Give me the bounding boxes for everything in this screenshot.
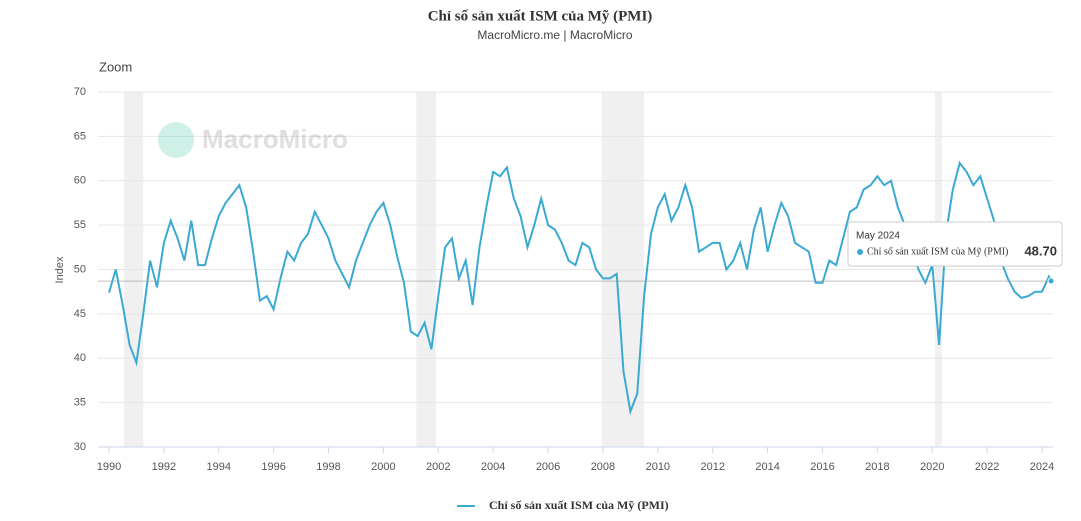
hover-point <box>1047 277 1055 285</box>
tooltip-swatch <box>857 249 863 255</box>
x-tick-label: 2016 <box>810 461 834 473</box>
tooltip-series: Chỉ số sản xuất ISM của Mỹ (PMI) <box>867 246 1008 257</box>
y-tick-label: 45 <box>74 308 86 320</box>
line-series <box>108 160 1052 416</box>
x-tick-label: 1994 <box>207 461 231 473</box>
chart-title: Chỉ số sản xuất ISM của Mỹ (PMI) <box>428 8 653 24</box>
zoom-label[interactable]: Zoom <box>99 59 132 74</box>
y-tick-label: 30 <box>74 441 86 453</box>
x-tick-label: 1996 <box>261 461 285 473</box>
x-tick-label: 1998 <box>316 461 340 473</box>
tooltip-label: May 2024 <box>856 231 900 242</box>
y-tick-label: 40 <box>74 352 86 364</box>
watermark-text: MacroMicro <box>202 124 348 154</box>
y-tick-label: 65 <box>74 130 86 142</box>
x-tick-label: 2024 <box>1030 461 1054 473</box>
watermark: MacroMicro <box>158 122 348 158</box>
x-tick-label: 2010 <box>646 461 670 473</box>
x-tick-label: 2014 <box>755 461 779 473</box>
x-tick-label: 1992 <box>152 461 176 473</box>
tooltip-value: 48.70 <box>1024 243 1057 258</box>
x-tick-label: 2022 <box>975 461 999 473</box>
x-tick-label: 1990 <box>97 461 121 473</box>
x-tick-label: 2008 <box>591 461 615 473</box>
tooltip-box <box>847 221 1063 267</box>
y-tick-label: 60 <box>74 175 86 187</box>
y-tick-label: 70 <box>74 86 86 98</box>
x-tick-label: 2006 <box>536 461 560 473</box>
y-tick-label: 35 <box>74 397 86 409</box>
y-tick-label: 55 <box>74 219 86 231</box>
x-tick-label: 2020 <box>920 461 944 473</box>
legend-label: Chỉ số sản xuất ISM của Mỹ (PMI) <box>489 498 669 512</box>
y-tick-label: 50 <box>74 263 86 275</box>
x-tick-label: 2018 <box>865 461 889 473</box>
x-tick-label: 2002 <box>426 461 450 473</box>
x-tick-label: 2004 <box>481 461 505 473</box>
x-tick-label: 2012 <box>700 461 724 473</box>
chart-subtitle: MacroMicro.me | MacroMicro <box>477 28 632 42</box>
x-tick-label: 2000 <box>371 461 395 473</box>
y-axis-label: Index <box>54 256 66 283</box>
